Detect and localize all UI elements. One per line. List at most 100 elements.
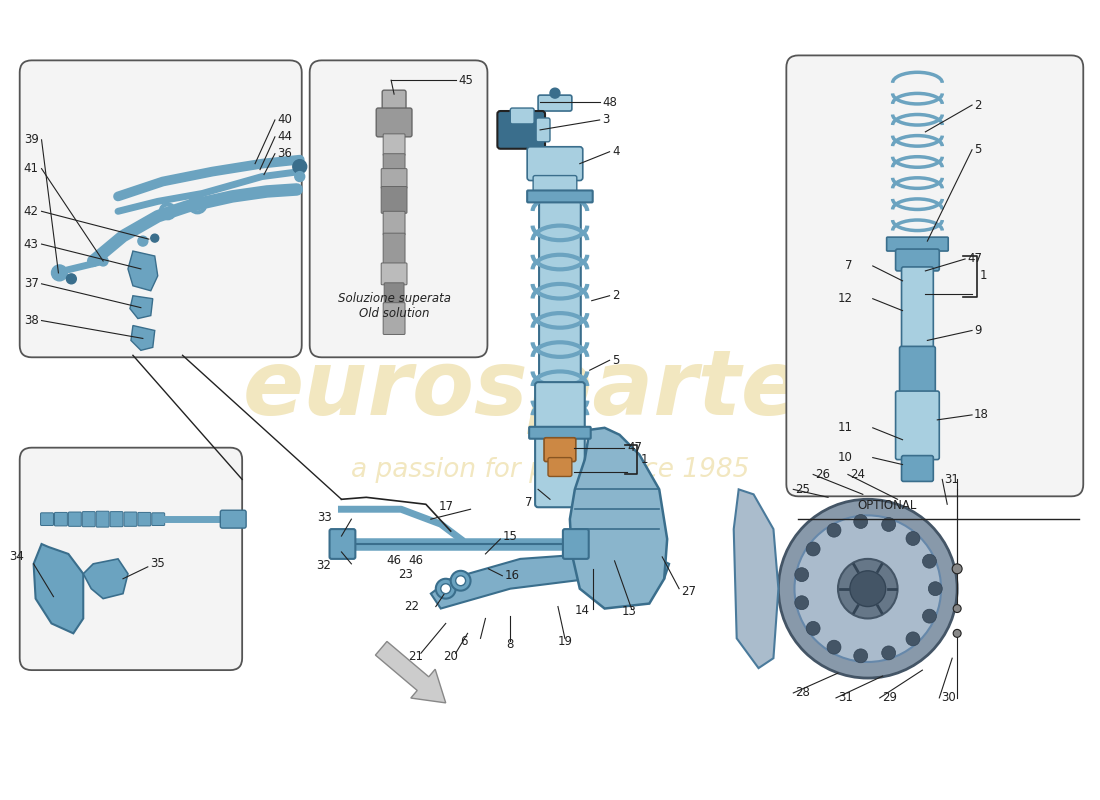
Text: 17: 17 <box>438 500 453 513</box>
Circle shape <box>795 596 808 610</box>
Circle shape <box>882 646 895 660</box>
Text: 46: 46 <box>386 554 402 567</box>
Text: 4: 4 <box>613 146 620 158</box>
Circle shape <box>923 554 936 568</box>
FancyBboxPatch shape <box>535 382 585 507</box>
FancyBboxPatch shape <box>152 513 165 526</box>
FancyBboxPatch shape <box>82 512 96 526</box>
Text: 10: 10 <box>838 451 853 464</box>
Text: 43: 43 <box>24 238 38 250</box>
FancyBboxPatch shape <box>539 198 581 388</box>
FancyBboxPatch shape <box>382 186 407 214</box>
Text: 14: 14 <box>574 604 590 617</box>
Polygon shape <box>570 428 668 609</box>
Circle shape <box>854 649 868 662</box>
Circle shape <box>954 630 961 638</box>
Text: 36: 36 <box>277 147 292 160</box>
Circle shape <box>52 265 67 281</box>
Text: 8: 8 <box>507 638 514 650</box>
FancyBboxPatch shape <box>527 146 583 181</box>
FancyBboxPatch shape <box>900 346 935 395</box>
Polygon shape <box>34 544 84 634</box>
FancyBboxPatch shape <box>310 60 487 358</box>
Polygon shape <box>130 296 153 318</box>
Text: 32: 32 <box>317 559 331 572</box>
Text: 28: 28 <box>795 686 811 699</box>
FancyBboxPatch shape <box>895 249 939 271</box>
FancyBboxPatch shape <box>786 55 1084 496</box>
FancyBboxPatch shape <box>68 512 81 526</box>
FancyBboxPatch shape <box>383 211 405 235</box>
FancyBboxPatch shape <box>383 154 405 170</box>
Text: 31: 31 <box>944 473 959 486</box>
FancyBboxPatch shape <box>902 267 933 350</box>
Circle shape <box>794 515 942 662</box>
Circle shape <box>151 234 158 242</box>
FancyBboxPatch shape <box>41 513 54 526</box>
Text: 1: 1 <box>640 453 648 466</box>
Text: 1: 1 <box>980 270 988 282</box>
FancyBboxPatch shape <box>510 108 535 124</box>
Polygon shape <box>131 326 155 350</box>
Text: 12: 12 <box>838 292 853 306</box>
Text: 5: 5 <box>974 143 981 156</box>
Text: 18: 18 <box>974 408 989 422</box>
FancyBboxPatch shape <box>96 511 109 527</box>
Text: eurospartes: eurospartes <box>243 346 857 434</box>
Text: 5: 5 <box>613 354 620 366</box>
Text: Soluzione superata
Old solution: Soluzione superata Old solution <box>338 292 451 320</box>
Text: 6: 6 <box>460 635 467 648</box>
FancyBboxPatch shape <box>330 529 355 559</box>
FancyBboxPatch shape <box>538 95 572 111</box>
FancyBboxPatch shape <box>902 456 933 482</box>
Text: 24: 24 <box>850 468 865 481</box>
Text: 47: 47 <box>967 253 982 266</box>
Polygon shape <box>431 554 669 609</box>
Text: 45: 45 <box>459 74 473 86</box>
FancyBboxPatch shape <box>376 108 412 137</box>
Text: 39: 39 <box>24 134 38 146</box>
FancyBboxPatch shape <box>110 512 123 526</box>
Circle shape <box>850 571 886 606</box>
FancyBboxPatch shape <box>383 233 405 265</box>
Text: a passion for parts since 1985: a passion for parts since 1985 <box>351 457 749 482</box>
Circle shape <box>806 622 821 635</box>
Circle shape <box>795 568 808 582</box>
FancyBboxPatch shape <box>384 283 404 305</box>
FancyArrow shape <box>375 642 446 703</box>
Text: 13: 13 <box>621 605 637 618</box>
FancyBboxPatch shape <box>20 448 242 670</box>
Text: 30: 30 <box>942 691 956 705</box>
FancyBboxPatch shape <box>544 438 575 462</box>
FancyBboxPatch shape <box>563 529 589 559</box>
Text: 31: 31 <box>838 691 853 705</box>
FancyBboxPatch shape <box>220 510 246 528</box>
Text: 48: 48 <box>603 95 617 109</box>
Text: 34: 34 <box>9 550 24 563</box>
Circle shape <box>550 88 560 98</box>
Text: 19: 19 <box>558 635 572 648</box>
Circle shape <box>455 576 465 586</box>
FancyBboxPatch shape <box>527 190 593 202</box>
FancyBboxPatch shape <box>895 391 939 459</box>
FancyBboxPatch shape <box>382 263 407 285</box>
Text: 2: 2 <box>613 290 620 302</box>
Circle shape <box>138 236 147 246</box>
FancyBboxPatch shape <box>138 513 151 526</box>
Circle shape <box>906 632 920 646</box>
Text: 9: 9 <box>974 324 981 337</box>
Text: 21: 21 <box>408 650 424 662</box>
FancyBboxPatch shape <box>383 134 405 156</box>
Text: 38: 38 <box>24 314 38 327</box>
FancyBboxPatch shape <box>382 169 407 189</box>
Circle shape <box>838 559 898 618</box>
Circle shape <box>436 578 455 598</box>
Text: 35: 35 <box>150 558 165 570</box>
FancyBboxPatch shape <box>536 118 550 142</box>
Text: 33: 33 <box>317 510 331 524</box>
FancyBboxPatch shape <box>55 513 67 526</box>
Circle shape <box>806 542 821 556</box>
FancyBboxPatch shape <box>124 512 136 526</box>
Text: 41: 41 <box>24 162 38 175</box>
FancyBboxPatch shape <box>497 111 544 149</box>
